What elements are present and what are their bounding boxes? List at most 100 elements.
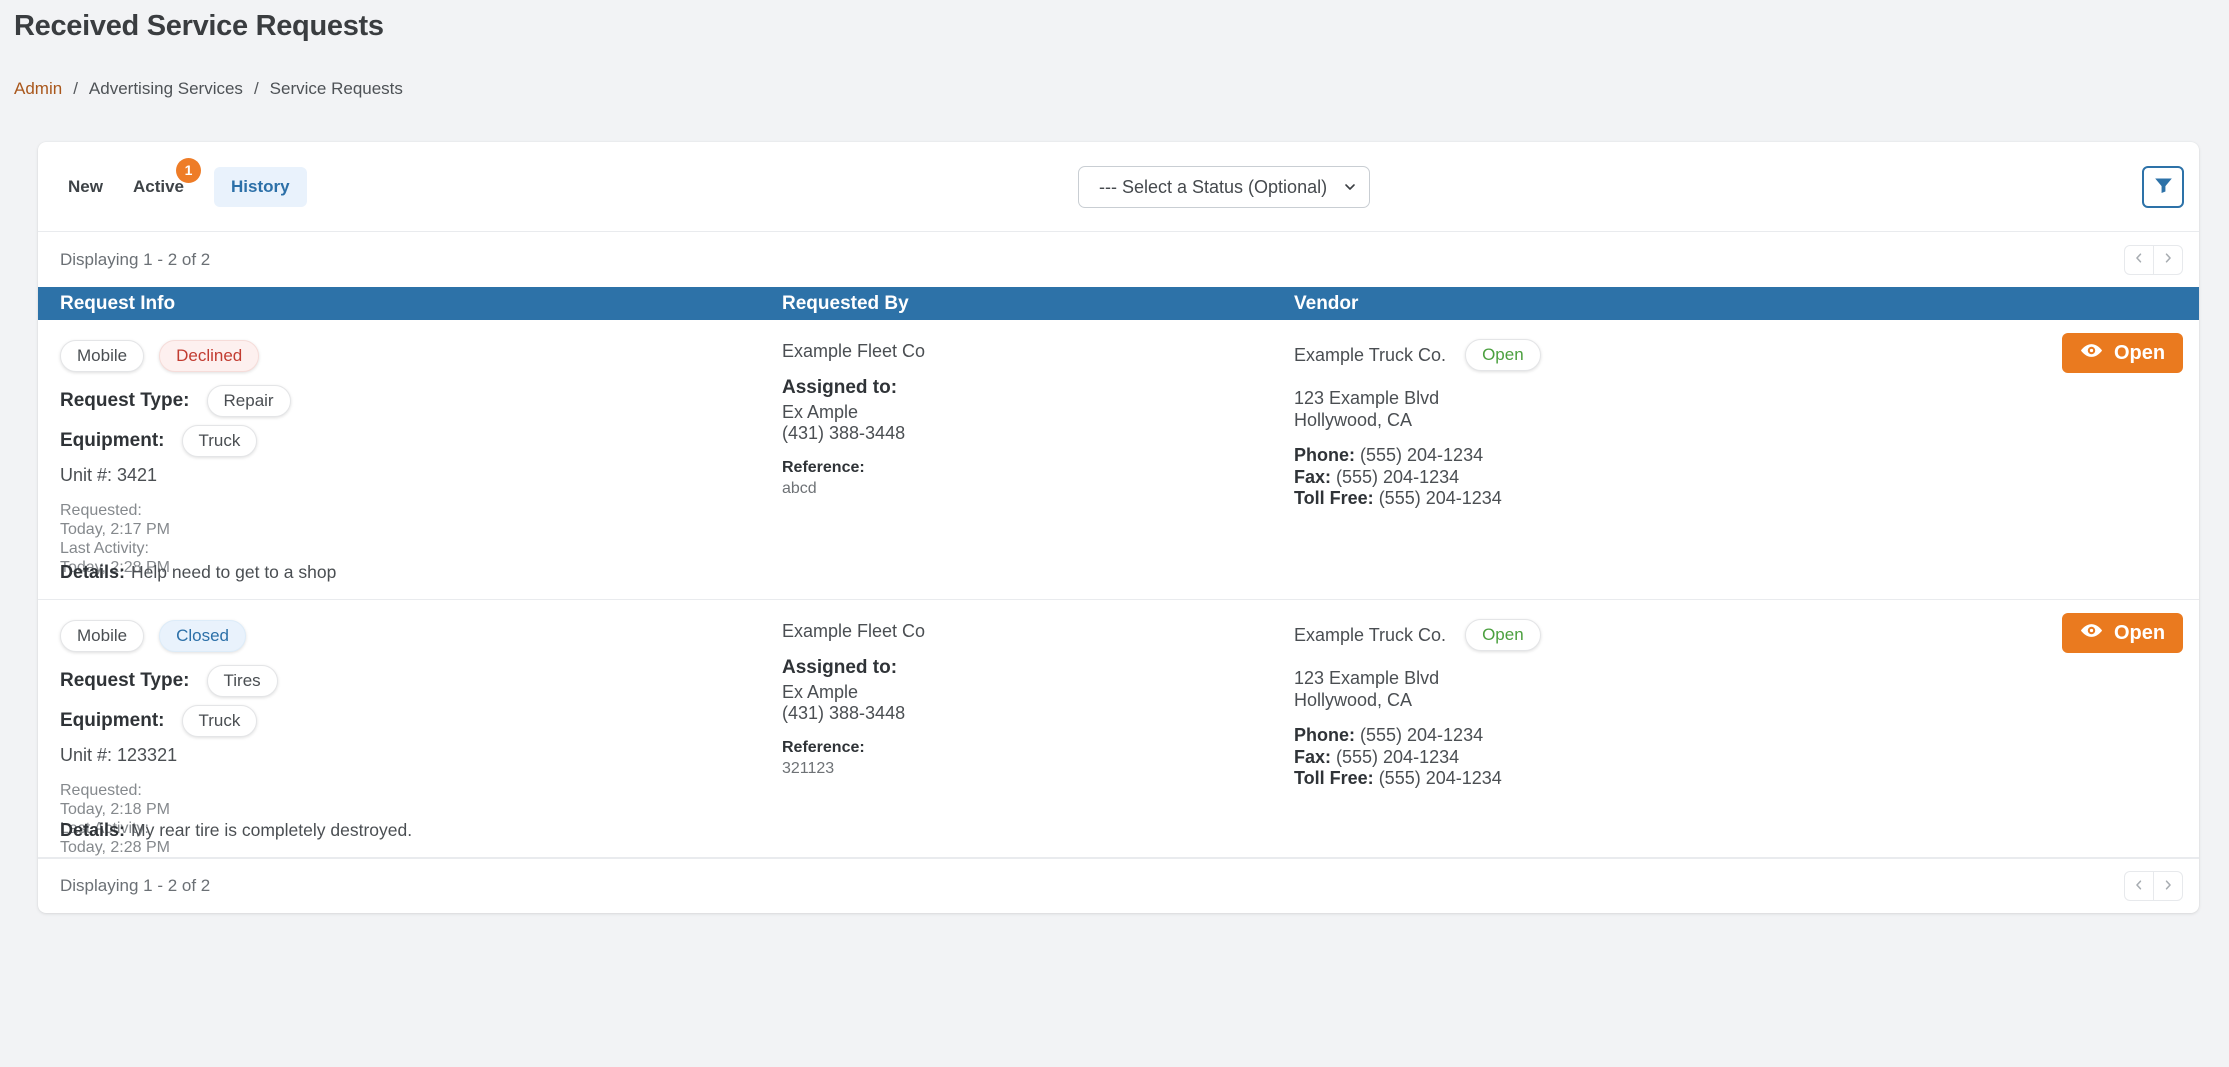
timestamps: Requested: Today, 2:17 PM Last Activity:…	[60, 501, 782, 577]
equipment-badge: Truck	[181, 705, 258, 737]
requested-by-cell: Example Fleet Co Assigned to: Ex Ample (…	[782, 600, 1294, 857]
request-info-cell: Mobile Closed Request Type: Tires Equipm…	[60, 600, 782, 857]
assigned-to-label: Assigned to:	[782, 657, 898, 678]
table-row: Mobile Declined Request Type: Repair Equ…	[38, 320, 2199, 600]
breadcrumb-admin[interactable]: Admin	[14, 79, 63, 98]
tab-new[interactable]: New	[68, 176, 103, 196]
column-request-info: Request Info	[60, 292, 176, 314]
eye-icon	[2080, 619, 2103, 648]
results-meta-top: Displaying 1 - 2 of 2	[38, 232, 2199, 287]
assigned-phone: (431) 388-3448	[782, 423, 906, 443]
pager-top	[2124, 244, 2183, 275]
tab-active[interactable]: Active 1	[133, 157, 201, 197]
open-request-button[interactable]: Open	[2062, 613, 2184, 653]
request-type-label: Request Type:	[60, 390, 190, 411]
results-meta-bottom: Displaying 1 - 2 of 2	[38, 858, 2199, 913]
toll-free-value: (555) 204-1234	[1378, 768, 1502, 788]
vendor-address1: 123 Example Blvd	[1294, 388, 1440, 408]
breadcrumb-separator: /	[73, 79, 78, 98]
prev-page-button[interactable]	[2124, 244, 2154, 275]
breadcrumb: Admin / Advertising Services / Service R…	[14, 79, 2229, 99]
table-row: Mobile Closed Request Type: Tires Equipm…	[38, 600, 2199, 858]
phone-label: Phone:	[1294, 725, 1355, 745]
open-request-button[interactable]: Open	[2062, 333, 2184, 373]
details-text: My rear tire is completely destroyed.	[131, 820, 413, 840]
request-type-badge: Tires	[206, 665, 278, 697]
vendor-status-badge: Open	[1465, 339, 1541, 371]
fax-label: Fax:	[1294, 746, 1332, 767]
breadcrumb-service-requests: Service Requests	[269, 79, 403, 98]
last-activity-value: Today, 2:28 PM	[60, 559, 170, 576]
last-activity-value: Today, 2:28 PM	[60, 839, 170, 856]
column-vendor: Vendor	[1294, 292, 1359, 314]
unit-number: Unit #: 3421	[60, 465, 158, 485]
request-type-label: Request Type:	[60, 670, 190, 691]
requested-by-cell: Example Fleet Co Assigned to: Ex Ample (…	[782, 320, 1294, 577]
phone-value: (555) 204-1234	[1360, 725, 1484, 745]
assigned-to-label: Assigned to:	[782, 377, 898, 398]
requested-value: Today, 2:17 PM	[60, 521, 170, 538]
fleet-company: Example Fleet Co	[782, 621, 926, 641]
timestamps: Requested: Today, 2:18 PM Last Activity:…	[60, 781, 782, 857]
vendor-cell: Example Truck Co. Open 123 Example Blvd …	[1294, 320, 2062, 577]
details-line: Details: My rear tire is completely destr…	[60, 820, 412, 841]
vendor-cell: Example Truck Co. Open 123 Example Blvd …	[1294, 600, 2062, 857]
last-activity-label: Last Activity:	[60, 540, 149, 557]
chevron-right-icon	[2161, 878, 2175, 895]
filter-button[interactable]	[2142, 166, 2184, 208]
status-filter: --- Select a Status (Optional) ---	[1078, 166, 1370, 208]
status-select[interactable]: --- Select a Status (Optional) ---	[1078, 166, 1370, 208]
reference-label: Reference:	[782, 739, 865, 756]
phone-value: (555) 204-1234	[1360, 445, 1484, 465]
fax-value: (555) 204-1234	[1336, 746, 1460, 767]
reference-value: 321123	[782, 760, 835, 777]
displaying-summary: Displaying 1 - 2 of 2	[60, 876, 211, 895]
toolbar: New Active 1 History --- Select a Status…	[38, 142, 2199, 232]
toll-free-label: Toll Free:	[1294, 488, 1374, 508]
page-title: Received Service Requests	[14, 10, 384, 42]
requested-label: Requested:	[60, 502, 142, 519]
action-cell: Open	[2062, 600, 2184, 857]
vendor-name: Example Truck Co.	[1294, 344, 1447, 365]
unit-number: Unit #: 123321	[60, 745, 178, 765]
request-info-cell: Mobile Declined Request Type: Repair Equ…	[60, 320, 782, 577]
status-badge: Declined	[159, 340, 260, 372]
details-label: Details:	[60, 562, 126, 582]
status-badge: Closed	[159, 620, 247, 652]
next-page-button[interactable]	[2153, 244, 2183, 275]
pager-bottom	[2124, 871, 2183, 901]
requested-value: Today, 2:18 PM	[60, 801, 170, 818]
vendor-address2: Hollywood, CA	[1294, 689, 1413, 710]
details-text: Help need to get to a shop	[131, 562, 337, 582]
chevron-left-icon	[2132, 878, 2146, 895]
eye-icon	[2080, 339, 2103, 368]
fax-label: Fax:	[1294, 466, 1332, 487]
breadcrumb-separator: /	[253, 79, 259, 98]
prev-page-button[interactable]	[2124, 871, 2154, 901]
details-label: Details:	[60, 820, 126, 840]
service-requests-card: New Active 1 History --- Select a Status…	[38, 142, 2199, 913]
tab-bar: New Active 1 History	[68, 157, 307, 207]
details-line: Details: Help need to get to a shop	[60, 562, 336, 583]
fleet-company: Example Fleet Co	[782, 341, 926, 361]
column-requested-by: Requested By	[782, 292, 909, 314]
assigned-name: Ex Ample	[782, 402, 859, 422]
action-cell: Open	[2062, 320, 2184, 577]
vendor-name: Example Truck Co.	[1294, 624, 1447, 645]
funnel-icon	[2153, 175, 2174, 199]
equipment-label: Equipment:	[60, 430, 165, 451]
displaying-summary: Displaying 1 - 2 of 2	[60, 249, 211, 269]
next-page-button[interactable]	[2153, 871, 2183, 901]
equipment-badge: Truck	[181, 425, 258, 457]
mobile-badge: Mobile	[60, 340, 145, 372]
assigned-name: Ex Ample	[782, 682, 859, 702]
vendor-address1: 123 Example Blvd	[1294, 668, 1440, 688]
page: Received Service Requests Admin / Advert…	[0, 0, 2229, 913]
breadcrumb-advertising-services: Advertising Services	[88, 79, 243, 98]
phone-label: Phone:	[1294, 445, 1355, 465]
tab-history[interactable]: History	[214, 166, 307, 207]
vendor-address2: Hollywood, CA	[1294, 409, 1413, 430]
request-type-badge: Repair	[206, 385, 291, 417]
chevron-left-icon	[2132, 251, 2146, 268]
toll-free-label: Toll Free:	[1294, 768, 1374, 788]
